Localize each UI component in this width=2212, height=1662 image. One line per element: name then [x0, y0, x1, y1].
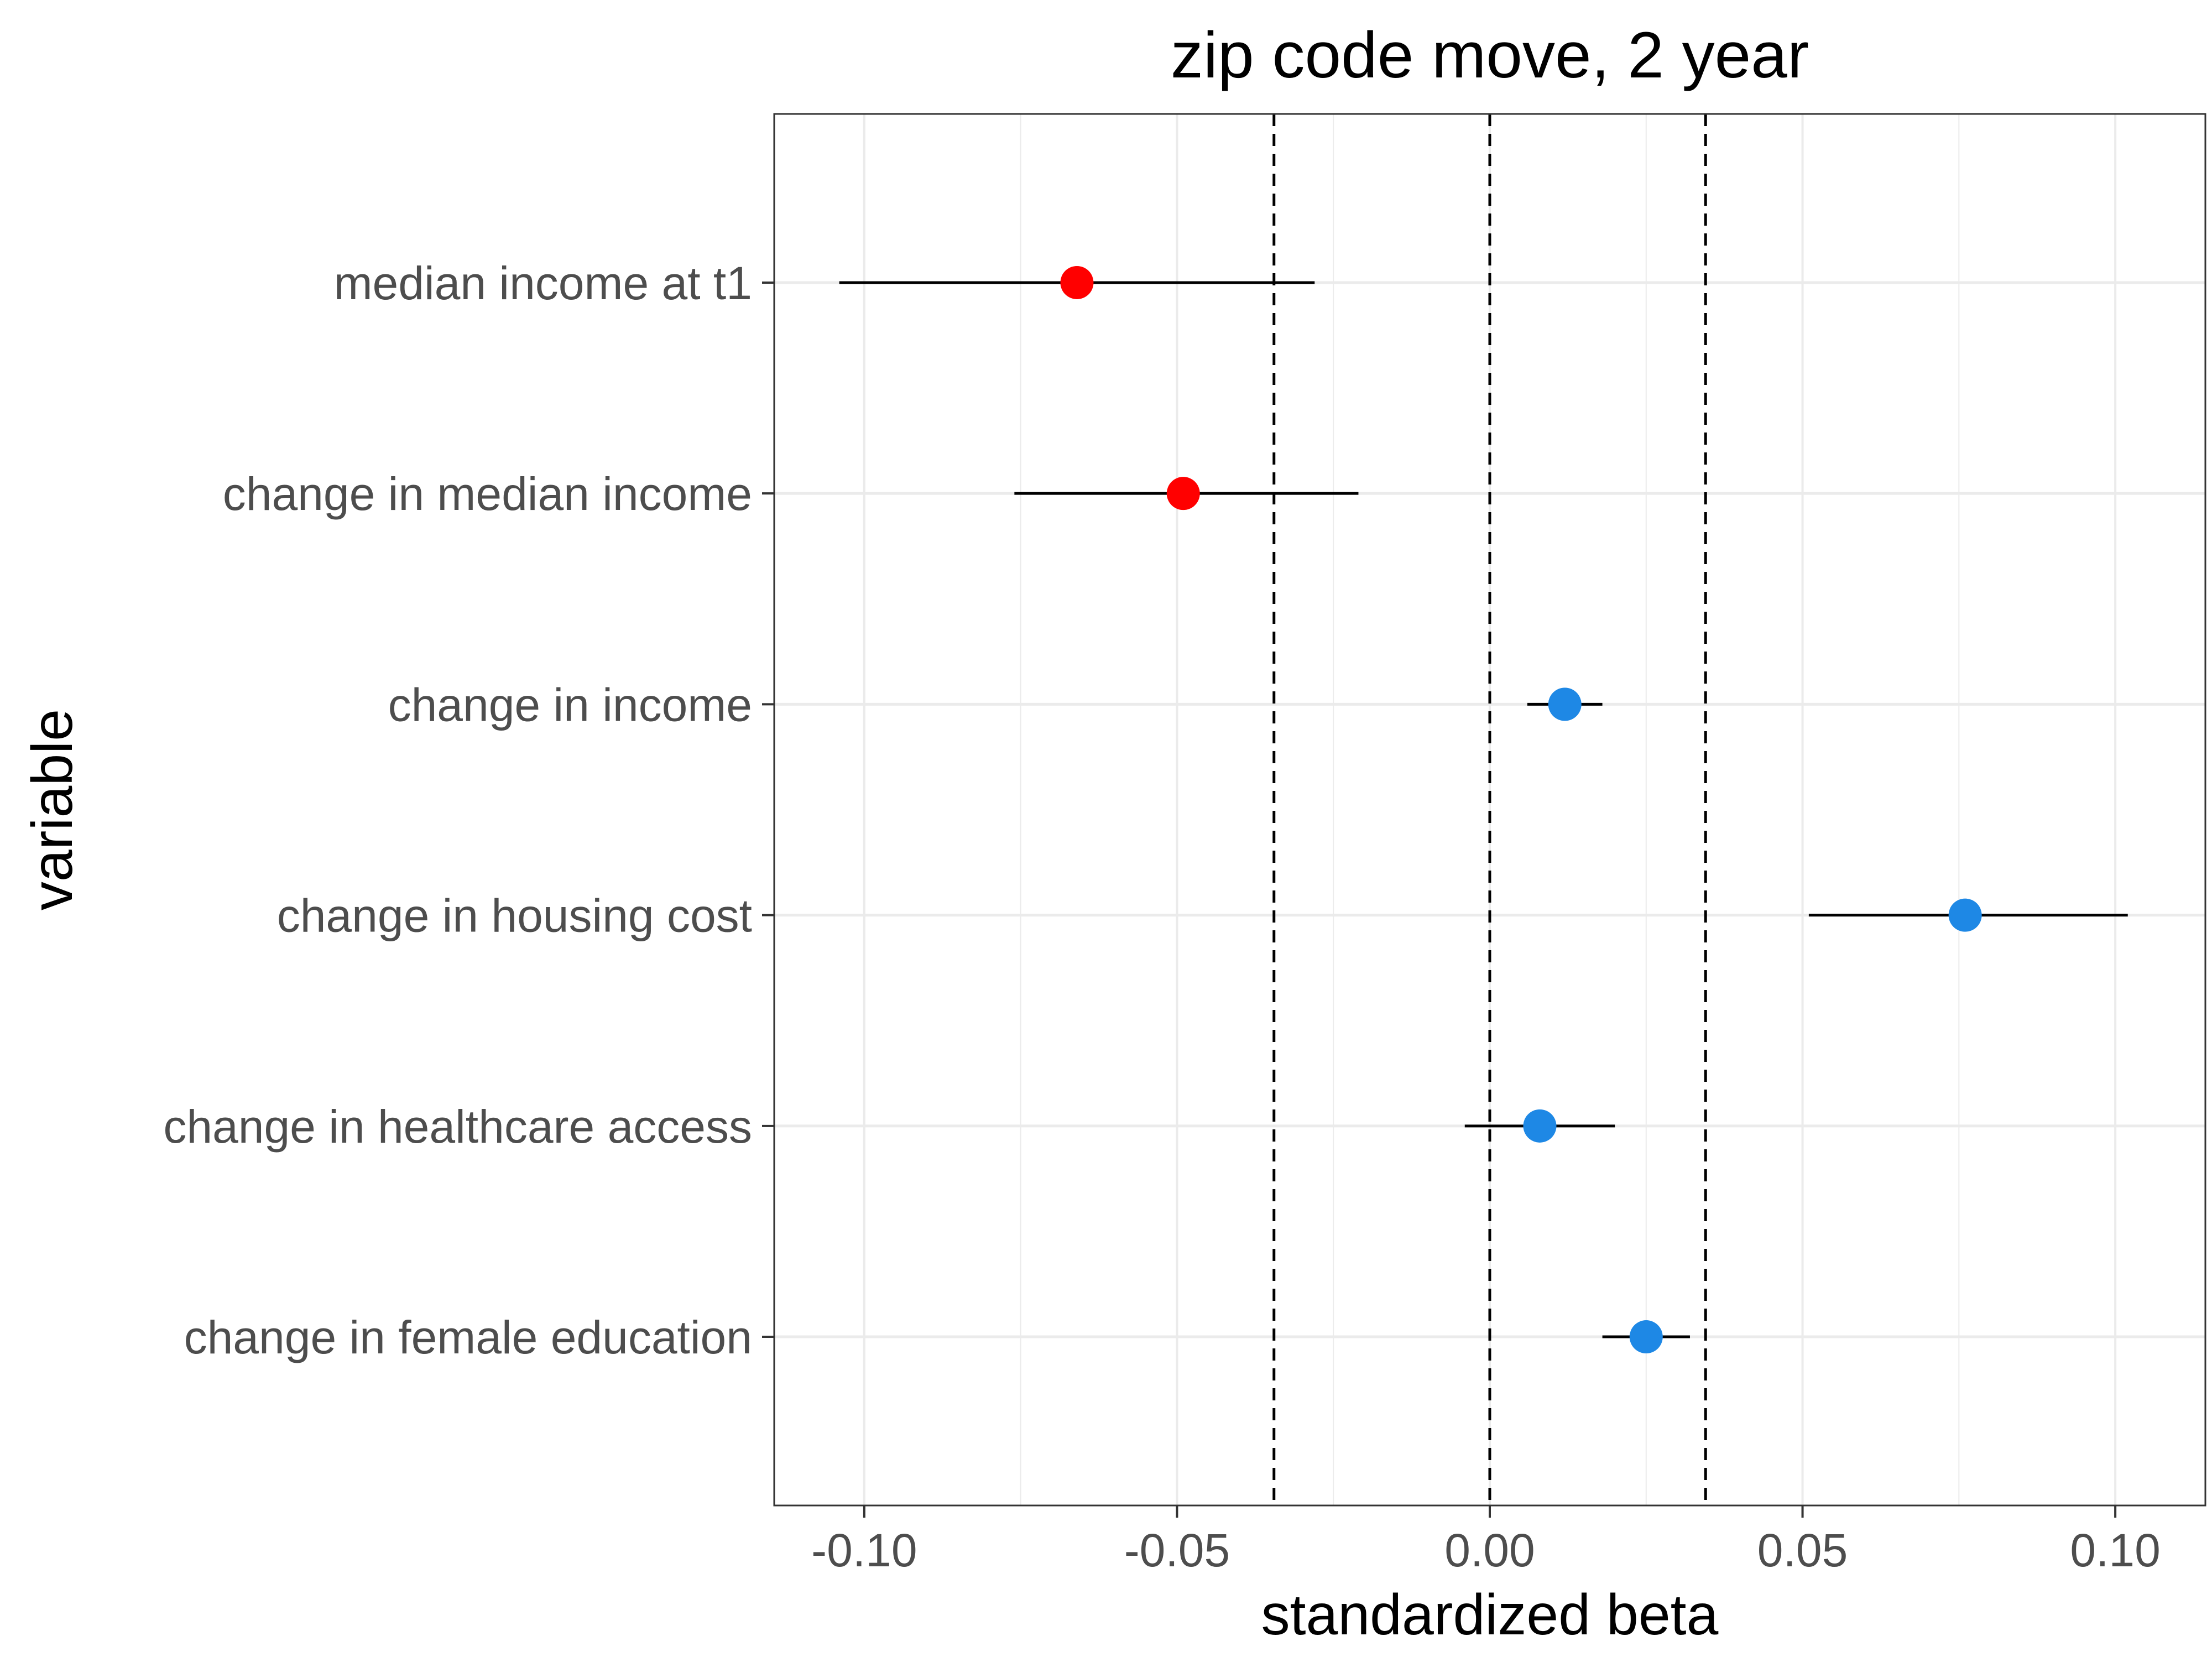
y-tick-label: change in female education: [184, 1311, 752, 1363]
data-point: [1166, 477, 1200, 510]
x-tick-label: -0.10: [811, 1524, 917, 1576]
data-point: [1548, 687, 1582, 721]
y-tick-label: change in income: [388, 679, 752, 731]
y-tick-label: change in healthcare access: [163, 1101, 752, 1153]
x-axis-title: standardized beta: [1261, 1583, 1719, 1647]
x-tick-label: 0.00: [1444, 1524, 1535, 1576]
y-tick-label: median income at t1: [334, 257, 752, 309]
data-point: [1523, 1109, 1557, 1143]
x-tick-label: -0.05: [1124, 1524, 1230, 1576]
y-tick-label: change in median income: [223, 468, 752, 520]
data-point: [1629, 1320, 1663, 1354]
axes: -0.10 -0.05 0.00 0.05 0.10 median income at t…: [163, 257, 2161, 1576]
y-axis-title: variable: [20, 709, 85, 910]
y-tick-label: change in housing cost: [277, 890, 752, 942]
data-point: [1948, 898, 1982, 932]
x-tick-label: 0.05: [1757, 1524, 1848, 1576]
reference-lines: [1272, 114, 1707, 1505]
data-marks: [839, 265, 2128, 1354]
x-tick-label: 0.10: [2070, 1524, 2161, 1576]
chart-title: zip code move, 2 year: [1171, 19, 1809, 92]
data-point: [1060, 265, 1094, 299]
